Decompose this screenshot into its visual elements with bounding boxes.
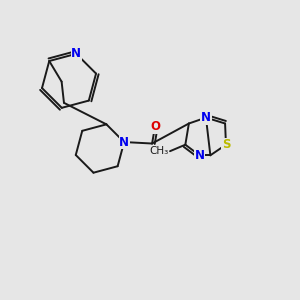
Text: N: N — [201, 111, 211, 124]
Text: N: N — [194, 149, 205, 162]
Text: O: O — [150, 120, 160, 133]
Text: S: S — [222, 138, 230, 151]
Text: N: N — [71, 47, 81, 60]
Text: N: N — [119, 136, 129, 148]
Text: CH₃: CH₃ — [149, 146, 169, 156]
